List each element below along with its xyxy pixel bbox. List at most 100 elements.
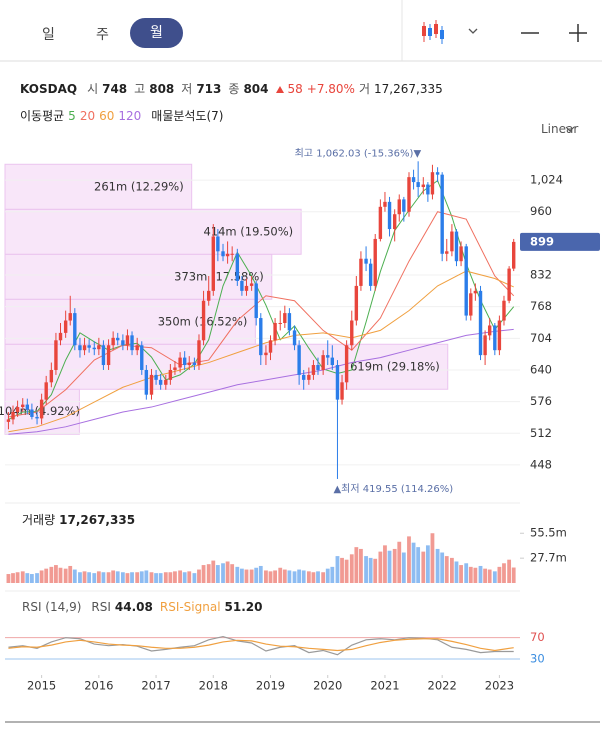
change-pct: +7.80% [306, 82, 355, 96]
candle-body [340, 382, 344, 400]
volume-bar [306, 571, 311, 583]
volume-bar [435, 548, 440, 583]
candle-body [63, 320, 68, 333]
volume-bar [502, 563, 506, 583]
up-arrow [275, 86, 284, 93]
tab[interactable]: 주 [96, 27, 109, 43]
candle-body [373, 238, 377, 286]
y-tick-label: 55.5m [530, 526, 567, 540]
volume-bar [297, 569, 302, 583]
candle-body [402, 199, 406, 212]
volume-bar [258, 565, 263, 583]
volume-bar [15, 572, 20, 583]
volume-bar [125, 573, 130, 583]
volume-bar [464, 563, 469, 583]
chart-type-icon[interactable] [422, 20, 444, 44]
y-tick-label: 832 [530, 268, 552, 282]
scale-dropdown-icon[interactable] [565, 126, 575, 132]
volume-bar [340, 557, 344, 583]
volume-bar [268, 571, 273, 583]
candle-body [30, 409, 34, 417]
volume-bar [278, 567, 283, 583]
volume-bar [115, 571, 120, 583]
quote-row: KOSDAQ 시 748 고 808 저 713 종 804 58 +7.80% 거 17… [20, 80, 443, 97]
candle-body [130, 335, 134, 351]
candle-body [287, 313, 292, 331]
candle-body [54, 340, 58, 370]
candle-body [225, 253, 230, 257]
volume-bar [450, 557, 454, 583]
reference-label: 70 [530, 630, 545, 644]
candle-body [87, 345, 91, 348]
tab[interactable]: 월 [130, 18, 183, 48]
x-tick-label: 2017 [141, 679, 170, 693]
indicator-row: 이동평균 5 20 60 120 매물분석도(7) [20, 107, 223, 124]
scale-selector[interactable]: Linear [541, 122, 578, 136]
candle-body [11, 411, 15, 420]
volume-bar [244, 569, 249, 583]
candle-body [25, 404, 30, 410]
volume-bar [111, 570, 116, 583]
candle-body [435, 172, 440, 175]
candle-body [302, 374, 306, 380]
candle-body [383, 201, 387, 207]
candle-body [158, 379, 163, 385]
volume-bar [178, 570, 182, 583]
candle-body [49, 369, 54, 383]
volume-bar [206, 564, 211, 583]
volume-bar [497, 566, 502, 583]
candle-body [182, 357, 187, 366]
y-tick-label: 960 [530, 204, 552, 218]
candle-body [273, 322, 277, 341]
volume-bar [158, 573, 163, 583]
candle-body [502, 300, 506, 321]
profile-label: 261m (12.29%) [94, 179, 184, 193]
volume-bar [163, 572, 168, 583]
volume-bar [368, 557, 373, 583]
volume-bar [473, 567, 478, 583]
volume-bar [330, 566, 335, 583]
profile-label: 414m (19.50%) [203, 224, 293, 238]
candle-body [493, 325, 497, 351]
volume-bar [6, 574, 11, 583]
candle-body [264, 352, 268, 356]
volume-bar [483, 568, 487, 583]
candle-body [197, 340, 201, 366]
candle-body [450, 231, 454, 252]
volume-bar [187, 571, 192, 583]
ma-legend: 20 [79, 109, 96, 123]
candle-body [106, 345, 111, 366]
x-tick-label: 2018 [199, 679, 228, 693]
volume-bar [235, 566, 240, 583]
zoom-in-button[interactable] [569, 24, 587, 42]
rsi-legend: RSI (14,9) RSI 44.08 RSI-Signal 51.20 [22, 600, 266, 614]
tab[interactable]: 일 [42, 27, 55, 43]
dropdown-icon[interactable] [468, 28, 478, 34]
volume-bar [316, 571, 320, 583]
volume-bar [49, 566, 54, 583]
candle-body [35, 416, 39, 419]
candle-body [207, 290, 211, 301]
profile-label: 619m (29.18%) [350, 359, 440, 373]
candle-body [6, 419, 11, 422]
candle-body [335, 365, 340, 400]
volume-bar [254, 567, 259, 583]
volume-bar [321, 572, 326, 583]
volume-bar [444, 556, 449, 583]
volume-bar [25, 573, 30, 583]
candle-body [140, 345, 144, 370]
volume-bar [325, 568, 330, 583]
y-tick-label: 640 [530, 362, 552, 376]
volume-bar [425, 545, 430, 583]
candle-body [259, 318, 263, 356]
candle-body [15, 407, 20, 412]
volume-bar [139, 571, 144, 583]
candle-body [483, 335, 487, 356]
candle-body [135, 345, 139, 351]
ma-legend: 120 [118, 109, 142, 123]
candle-body [350, 320, 354, 346]
volume-bar [197, 569, 201, 583]
candle-body [440, 174, 444, 254]
candle-body [249, 283, 254, 286]
y-tick-label: 576 [530, 394, 552, 408]
